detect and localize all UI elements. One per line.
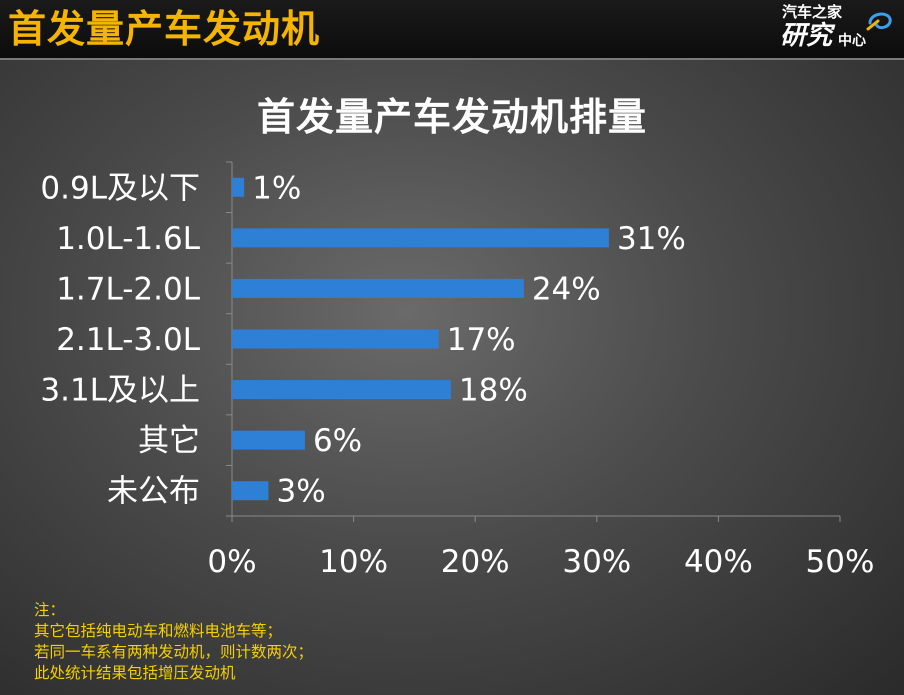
logo-top-text: 汽车之家 <box>782 3 843 21</box>
logo-swirl-icon <box>866 12 892 31</box>
x-tick-label: 30% <box>562 544 631 580</box>
note-line: 注： <box>34 601 66 619</box>
bar <box>232 481 269 501</box>
data-label: 3% <box>276 474 325 510</box>
data-label: 17% <box>447 322 516 358</box>
data-label: 31% <box>617 221 686 257</box>
bar <box>232 380 451 400</box>
category-label: 2.1L-3.0L <box>56 322 201 358</box>
note-line: 若同一车系有两种发动机，则计数两次； <box>34 643 314 661</box>
brand-logo: 汽车之家 研究 中心 <box>776 3 896 53</box>
category-label: 其它 <box>138 423 200 459</box>
bar <box>232 228 609 248</box>
x-tick-label: 10% <box>319 544 388 580</box>
x-tick-label: 50% <box>806 544 875 580</box>
x-tick-label: 0% <box>207 544 256 580</box>
category-label: 未公布 <box>107 474 200 510</box>
data-labels: 1% 31% 24% 17% 18% 6% 3% <box>252 170 686 509</box>
x-tick-label: 20% <box>441 544 510 580</box>
chart-bars <box>232 177 609 501</box>
header-title: 首发量产车发动机 <box>8 7 321 51</box>
footnotes: 注： 其它包括纯电动车和燃料电池车等； 若同一车系有两种发动机，则计数两次； 此… <box>34 600 313 684</box>
note-line: 其它包括纯电动车和燃料电池车等； <box>34 622 283 640</box>
chart-title: 首发量产车发动机排量 <box>256 95 647 139</box>
logo-small-text: 中心 <box>838 33 866 49</box>
category-label: 3.1L及以上 <box>40 373 200 409</box>
data-label: 18% <box>459 373 528 409</box>
bar <box>232 430 305 450</box>
data-label: 6% <box>313 423 362 459</box>
bar <box>232 278 524 298</box>
category-label: 1.7L-2.0L <box>56 271 201 307</box>
header-bar: 首发量产车发动机 汽车之家 研究 中心 <box>0 0 904 60</box>
data-label: 1% <box>252 170 301 206</box>
bar <box>232 329 439 349</box>
category-label: 0.9L及以下 <box>40 170 200 206</box>
x-tick-labels: 0% 10% 20% 30% 40% 50% <box>207 544 874 580</box>
bar <box>232 177 245 197</box>
data-label: 24% <box>532 271 601 307</box>
bar-chart: 0.9L及以下 1.0L-1.6L 1.7L-2.0L 2.1L-3.0L 3.1L及以… <box>40 161 874 580</box>
note-line: 此处统计结果包括增压发动机 <box>34 664 236 682</box>
x-tick-label: 40% <box>684 544 753 580</box>
logo-big-text: 研究 <box>780 21 833 51</box>
category-labels: 0.9L及以下 1.0L-1.6L 1.7L-2.0L 2.1L-3.0L 3.1L及以… <box>40 170 200 509</box>
category-label: 1.0L-1.6L <box>56 221 201 257</box>
chart-axes <box>226 161 841 522</box>
